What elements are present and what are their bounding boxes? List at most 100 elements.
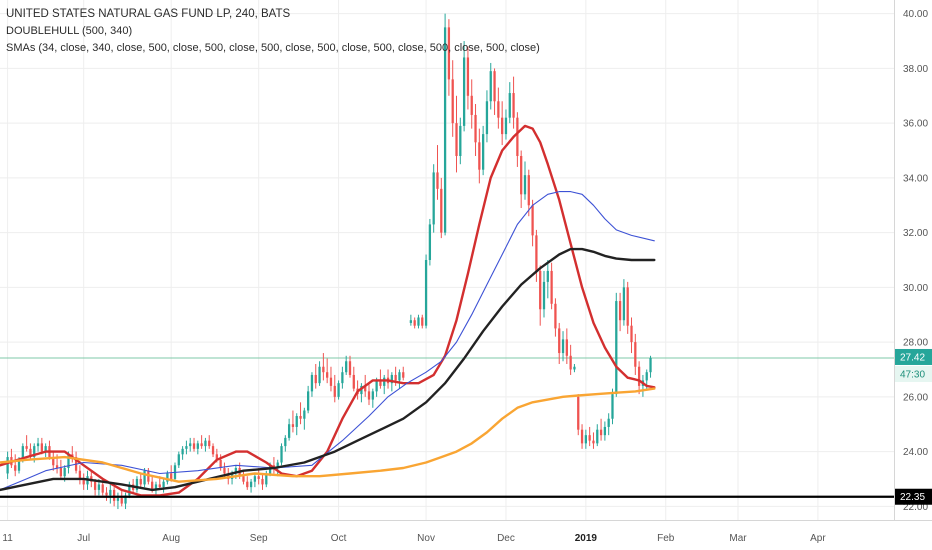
candle bbox=[516, 117, 519, 156]
candle bbox=[170, 473, 173, 479]
candle bbox=[185, 446, 188, 449]
candle bbox=[367, 391, 371, 400]
candle bbox=[485, 101, 489, 135]
indicator-line-sma-340 bbox=[0, 191, 655, 491]
candle bbox=[618, 301, 622, 321]
candle bbox=[348, 361, 352, 375]
candle bbox=[337, 383, 340, 397]
candle bbox=[67, 454, 70, 468]
candle bbox=[158, 484, 161, 488]
price-axis-tick-label: 22.00 bbox=[903, 502, 928, 513]
candle bbox=[364, 385, 367, 392]
candle bbox=[569, 355, 572, 370]
candle bbox=[592, 440, 595, 444]
candle bbox=[615, 301, 618, 395]
candle bbox=[626, 287, 629, 326]
candle bbox=[189, 443, 192, 447]
candle bbox=[253, 476, 257, 482]
candle bbox=[474, 114, 477, 143]
candle bbox=[478, 142, 481, 170]
candle bbox=[116, 498, 120, 501]
candle bbox=[481, 134, 485, 170]
candle bbox=[580, 429, 584, 444]
candle bbox=[318, 366, 321, 384]
candle bbox=[200, 443, 203, 447]
candle bbox=[546, 270, 549, 282]
candle bbox=[181, 448, 184, 455]
candle bbox=[120, 498, 123, 504]
candle bbox=[542, 281, 546, 310]
candle bbox=[413, 320, 416, 326]
candle bbox=[246, 481, 249, 488]
price-axis-tick-label: 34.00 bbox=[903, 173, 928, 184]
price-axis-tick-label: 40.00 bbox=[903, 9, 928, 20]
candle bbox=[14, 465, 17, 471]
time-axis-tick-label: Oct bbox=[331, 533, 347, 544]
candle bbox=[21, 446, 24, 460]
candle bbox=[287, 424, 291, 438]
candle bbox=[599, 429, 603, 436]
candle bbox=[151, 481, 154, 490]
time-axis-tick-label: Aug bbox=[162, 533, 180, 544]
candle bbox=[637, 366, 641, 386]
candle bbox=[249, 481, 253, 488]
candle bbox=[345, 361, 348, 373]
candle bbox=[573, 366, 576, 370]
candle bbox=[649, 357, 652, 373]
candle bbox=[291, 424, 295, 427]
candle bbox=[82, 478, 85, 485]
candle bbox=[223, 468, 226, 474]
candle bbox=[451, 79, 454, 124]
candle bbox=[428, 224, 432, 260]
candle bbox=[489, 71, 492, 102]
candle bbox=[97, 484, 101, 490]
candle bbox=[622, 287, 626, 321]
time-axis-tick-label: Jul bbox=[77, 533, 90, 544]
candle bbox=[55, 465, 59, 468]
candle bbox=[341, 372, 344, 384]
candle bbox=[459, 125, 462, 156]
candle bbox=[44, 446, 47, 452]
candle bbox=[234, 468, 238, 474]
candle bbox=[52, 457, 55, 466]
time-axis-tick-label: Feb bbox=[657, 533, 675, 544]
time-axis-tick-label: Dec bbox=[497, 533, 515, 544]
candle bbox=[192, 443, 196, 449]
candle bbox=[280, 446, 283, 463]
candle bbox=[462, 57, 466, 126]
candle bbox=[109, 489, 112, 496]
price-axis-tick-label: 24.00 bbox=[903, 447, 928, 458]
last-price-label-text: 27.42 bbox=[900, 352, 925, 363]
candle bbox=[603, 426, 607, 436]
candle bbox=[501, 117, 504, 135]
candle bbox=[508, 93, 511, 118]
candle bbox=[371, 391, 374, 400]
candle bbox=[645, 372, 648, 381]
candle bbox=[527, 175, 530, 206]
support-price-label: 22.35 bbox=[895, 488, 932, 505]
candle bbox=[554, 303, 557, 329]
grid-lines bbox=[0, 0, 894, 520]
candle bbox=[565, 339, 568, 356]
symbol-title: UNITED STATES NATURAL GAS FUND LP, 240, … bbox=[6, 8, 291, 20]
candle bbox=[421, 317, 424, 326]
candle bbox=[303, 410, 306, 419]
candle bbox=[531, 205, 534, 236]
candle bbox=[455, 123, 458, 156]
bar-countdown-label: 47:30 bbox=[895, 365, 932, 382]
last-price-label: 27.42 bbox=[895, 348, 932, 365]
price-axis-tick-label: 32.00 bbox=[903, 228, 928, 239]
candle bbox=[33, 446, 36, 458]
price-axis-tick-label: 30.00 bbox=[903, 283, 928, 294]
candle bbox=[539, 270, 542, 310]
candle bbox=[577, 396, 580, 430]
candle bbox=[36, 443, 40, 447]
candle bbox=[634, 342, 637, 367]
candle bbox=[105, 492, 108, 496]
candle bbox=[390, 374, 393, 384]
candle bbox=[310, 374, 314, 392]
candle bbox=[584, 435, 587, 444]
candle bbox=[276, 462, 279, 468]
candle bbox=[326, 372, 329, 378]
